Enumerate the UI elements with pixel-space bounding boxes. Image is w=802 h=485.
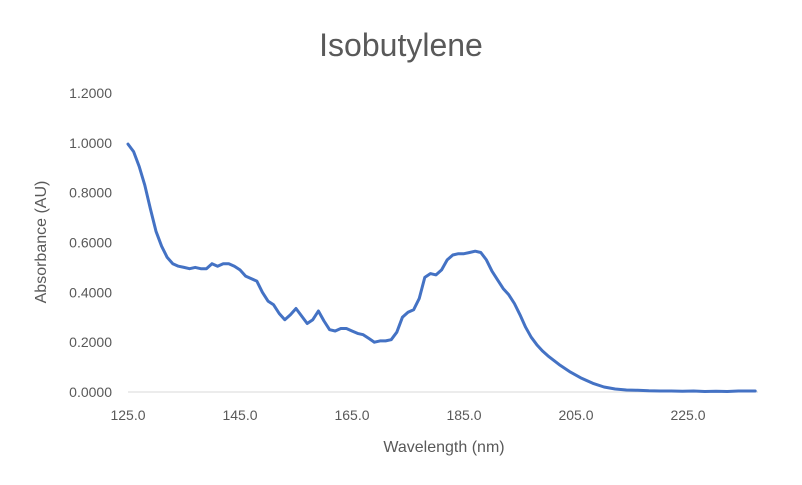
series-line-absorbance [126, 142, 757, 393]
x-tick-labels: 125.0 145.0 165.0 185.0 205.0 225.0 [110, 407, 705, 423]
y-tick-label: 1.2000 [69, 85, 112, 101]
x-tick-label: 185.0 [446, 407, 481, 423]
y-axis-title: Absorbance (AU) [33, 181, 50, 304]
x-tick-label: 205.0 [558, 407, 593, 423]
y-tick-label: 1.0000 [69, 135, 112, 151]
y-tick-labels: 0.0000 0.2000 0.4000 0.6000 0.8000 1.0000 1.20… [69, 85, 112, 400]
y-tick-label: 0.0000 [69, 384, 112, 400]
x-tick-label: 125.0 [110, 407, 145, 423]
y-tick-label: 0.4000 [69, 284, 112, 300]
y-tick-label: 0.8000 [69, 185, 112, 201]
x-tick-label: 145.0 [222, 407, 257, 423]
y-tick-label: 0.2000 [69, 334, 112, 350]
x-axis-title: Wavelength (nm) [383, 439, 504, 456]
y-tick-label: 0.6000 [69, 235, 112, 251]
x-tick-label: 225.0 [670, 407, 705, 423]
chart-title: Isobutylene [319, 27, 483, 63]
x-tick-label: 165.0 [334, 407, 369, 423]
